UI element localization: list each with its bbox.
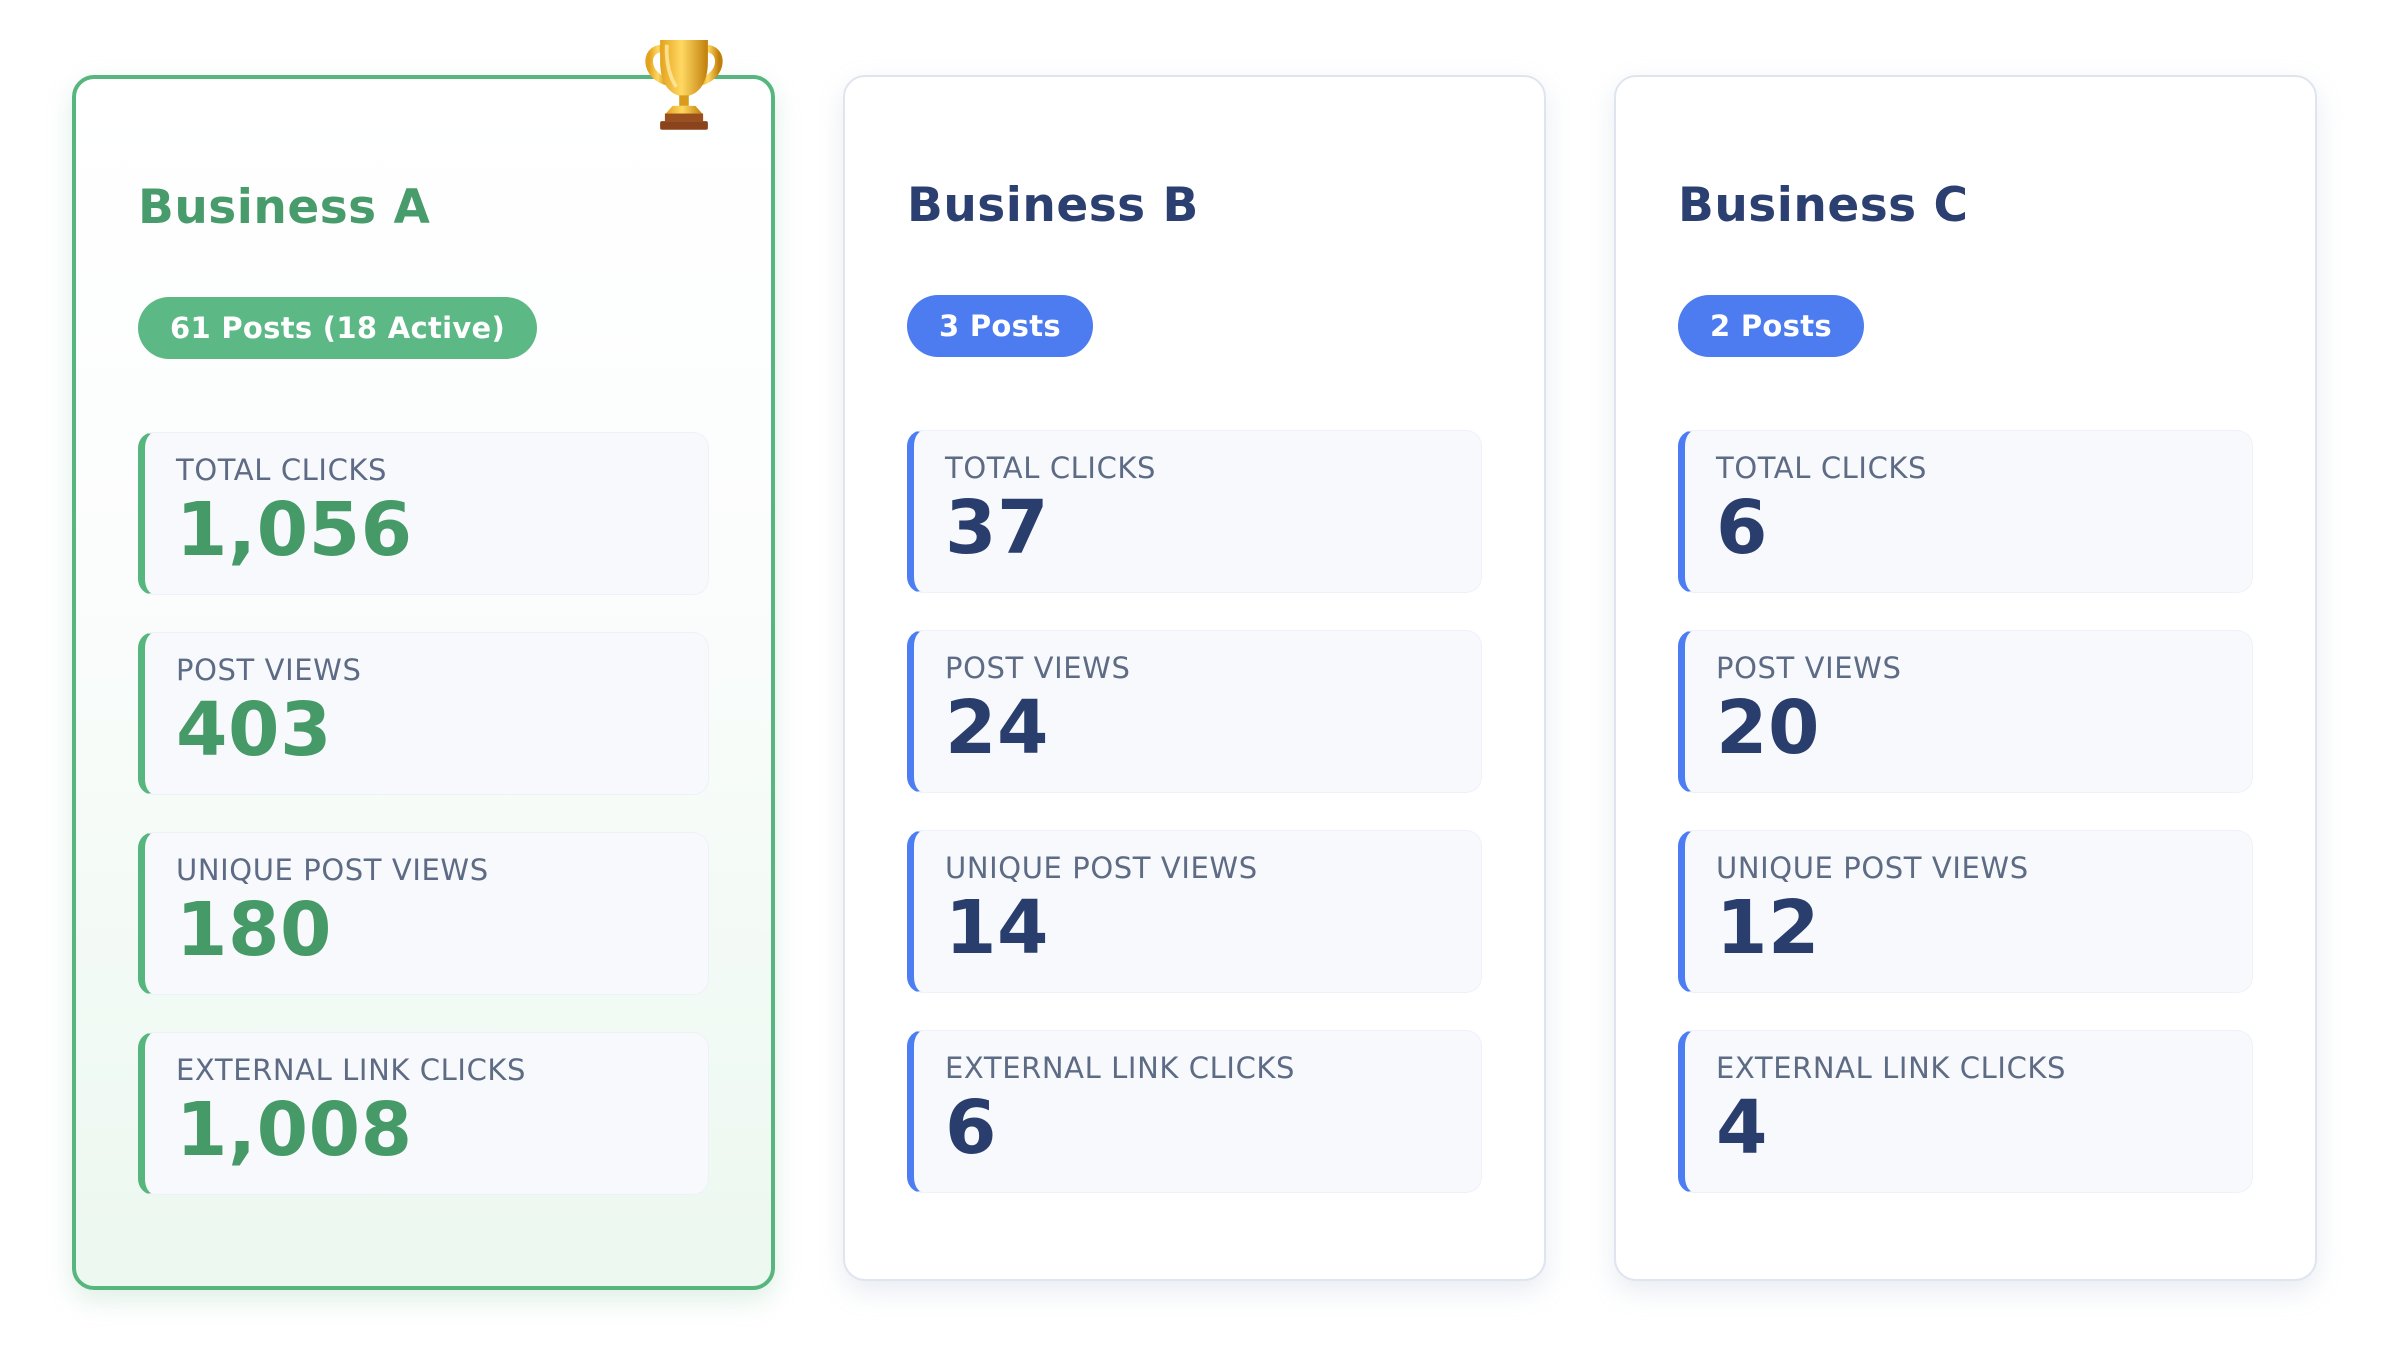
metric-label: EXTERNAL LINK CLICKS <box>176 1053 527 1087</box>
metric-value: 1,056 <box>176 487 413 574</box>
metric-value: 6 <box>1716 485 1768 572</box>
metric-label: EXTERNAL LINK CLICKS <box>1716 1051 2067 1085</box>
posts-count-badge: 2 Posts <box>1678 295 1864 357</box>
metric-label: TOTAL CLICKS <box>176 453 388 487</box>
metric-label: UNIQUE POST VIEWS <box>945 851 1258 885</box>
metric-unique-post-views: UNIQUE POST VIEWS 12 <box>1678 830 2253 993</box>
metric-external-link-clicks: EXTERNAL LINK CLICKS 1,008 <box>138 1032 709 1195</box>
metric-post-views: POST VIEWS 20 <box>1678 630 2253 793</box>
business-card-c: Business C 2 Posts TOTAL CLICKS 6 POST V… <box>1614 75 2317 1281</box>
metric-value: 4 <box>1716 1085 1768 1172</box>
posts-count-badge: 3 Posts <box>907 295 1093 357</box>
metric-unique-post-views: UNIQUE POST VIEWS 180 <box>138 832 709 995</box>
metric-value: 37 <box>945 485 1049 572</box>
business-comparison-row: Business A 61 Posts (18 Active) TOTAL CL… <box>72 39 2317 1290</box>
metrics-list: TOTAL CLICKS 37 POST VIEWS 24 UNIQUE POS… <box>907 430 1482 1193</box>
metric-unique-post-views: UNIQUE POST VIEWS 14 <box>907 830 1482 993</box>
metric-value: 180 <box>176 887 332 974</box>
posts-count-badge: 61 Posts (18 Active) <box>138 297 538 359</box>
card-title: Business B <box>907 178 1199 233</box>
metric-post-views: POST VIEWS 403 <box>138 632 709 795</box>
metric-label: TOTAL CLICKS <box>945 451 1157 485</box>
metric-total-clicks: TOTAL CLICKS 6 <box>1678 430 2253 593</box>
metric-post-views: POST VIEWS 24 <box>907 630 1482 793</box>
metric-total-clicks: TOTAL CLICKS 1,056 <box>138 432 709 595</box>
metric-value: 6 <box>945 1085 997 1172</box>
metric-label: TOTAL CLICKS <box>1716 451 1928 485</box>
business-card-b: Business B 3 Posts TOTAL CLICKS 37 POST … <box>843 75 1546 1281</box>
metric-label: POST VIEWS <box>945 651 1131 685</box>
metrics-list: TOTAL CLICKS 6 POST VIEWS 20 UNIQUE POST… <box>1678 430 2253 1193</box>
card-title: Business C <box>1678 178 1969 233</box>
metric-label: UNIQUE POST VIEWS <box>176 853 489 887</box>
metric-total-clicks: TOTAL CLICKS 37 <box>907 430 1482 593</box>
metric-value: 20 <box>1716 685 1820 772</box>
trophy-icon <box>641 33 727 131</box>
metric-value: 24 <box>945 685 1049 772</box>
metric-value: 403 <box>176 687 332 774</box>
metric-label: POST VIEWS <box>176 653 362 687</box>
metric-external-link-clicks: EXTERNAL LINK CLICKS 6 <box>907 1030 1482 1193</box>
business-card-a: Business A 61 Posts (18 Active) TOTAL CL… <box>72 39 775 1290</box>
card-title: Business A <box>138 180 431 235</box>
metric-value: 1,008 <box>176 1087 413 1174</box>
metric-label: UNIQUE POST VIEWS <box>1716 851 2029 885</box>
metric-label: EXTERNAL LINK CLICKS <box>945 1051 1296 1085</box>
metric-value: 12 <box>1716 885 1820 972</box>
metric-label: POST VIEWS <box>1716 651 1902 685</box>
metric-external-link-clicks: EXTERNAL LINK CLICKS 4 <box>1678 1030 2253 1193</box>
metric-value: 14 <box>945 885 1049 972</box>
metrics-list: TOTAL CLICKS 1,056 POST VIEWS 403 UNIQUE… <box>138 432 709 1195</box>
